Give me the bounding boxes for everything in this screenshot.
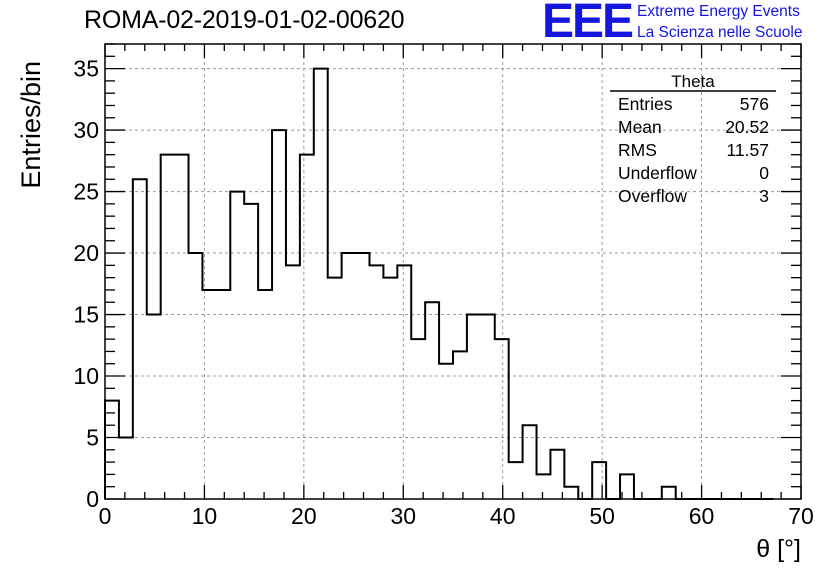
run-title: ROMA-02-2019-01-02-00620	[84, 6, 405, 34]
histogram-bin	[258, 290, 272, 499]
histogram-bin	[216, 290, 230, 499]
histogram-bin	[495, 339, 509, 499]
histogram-bin	[383, 278, 397, 499]
histogram-bin	[425, 302, 439, 499]
histogram-bin	[230, 192, 244, 499]
x-axis-label: θ [°]	[756, 535, 801, 563]
histogram-bin	[453, 351, 467, 499]
x-tick-label: 20	[291, 503, 317, 529]
stats-row-label: Overflow	[618, 186, 687, 206]
histogram-bins	[105, 69, 676, 499]
x-tick-label: 50	[589, 503, 615, 529]
y-tick-label: 15	[73, 302, 99, 328]
histogram-bin	[550, 450, 564, 499]
stats-row-label: Entries	[618, 94, 673, 114]
histogram-bin	[509, 462, 523, 499]
y-tick-label: 10	[73, 363, 99, 389]
y-tick-label: 25	[73, 179, 99, 205]
y-axis-label: Entries/bin	[16, 61, 46, 189]
x-tick-label: 30	[390, 503, 416, 529]
stats-row-value: 11.57	[727, 140, 770, 160]
stats-row-value: 576	[740, 94, 769, 114]
histogram-bin	[662, 487, 676, 499]
histogram-bin	[314, 69, 328, 499]
stats-row-label: Underflow	[618, 163, 697, 183]
histogram-bin	[328, 278, 342, 499]
stats-row-value: 0	[759, 163, 769, 183]
stats-row-label: Mean	[618, 117, 662, 137]
histogram-bin	[161, 155, 175, 499]
histogram-bin	[119, 438, 133, 499]
y-tick-label: 5	[86, 425, 99, 451]
histogram-bin	[523, 425, 537, 499]
histogram-bin	[467, 315, 481, 499]
axis-ticks	[104, 43, 802, 500]
y-tick-labels: 0 5 10 15 20 25 30 35	[73, 56, 99, 512]
histogram-bin	[439, 364, 453, 499]
histogram-outline	[104, 67, 774, 500]
histogram-bin	[369, 265, 383, 499]
stats-row-value: 3	[759, 186, 769, 206]
histogram-bin	[411, 339, 425, 499]
histogram-bin	[537, 474, 551, 499]
stats-box: Theta Entries 576 Mean 20.52 RMS 11.57 Underfl…	[610, 72, 776, 206]
stats-row-value: 20.52	[725, 117, 769, 137]
y-tick-label: 0	[86, 486, 99, 512]
x-tick-label: 40	[490, 503, 516, 529]
y-tick-label: 20	[73, 240, 99, 266]
histogram-bin	[481, 315, 495, 499]
eee-logo-line2: La Scienza nelle Scuole	[637, 24, 803, 41]
histogram-bin	[244, 204, 258, 499]
histogram-bin	[300, 155, 314, 499]
eee-logo-line1: Extreme Energy Events	[637, 3, 800, 20]
y-tick-label: 35	[73, 56, 99, 82]
eee-logo: EEE	[542, 0, 634, 48]
plot-frame	[104, 43, 802, 500]
histogram-bin	[286, 265, 300, 499]
x-tick-label: 60	[689, 503, 715, 529]
grid-lines	[105, 44, 801, 499]
histogram-bin	[397, 265, 411, 499]
x-tick-label: 70	[788, 503, 814, 529]
x-tick-label: 10	[192, 503, 218, 529]
x-tick-label: 0	[99, 503, 112, 529]
histogram-bin	[147, 315, 161, 499]
y-tick-label: 30	[73, 117, 99, 143]
histogram-bin	[133, 179, 147, 499]
histogram-bin	[564, 487, 578, 499]
histogram-bin	[592, 462, 606, 499]
x-tick-labels: 0 10 20 30 40 50 60 70	[99, 503, 814, 529]
histogram-bin	[175, 155, 189, 499]
stats-title: Theta	[671, 72, 715, 91]
stats-row-label: RMS	[618, 140, 657, 160]
